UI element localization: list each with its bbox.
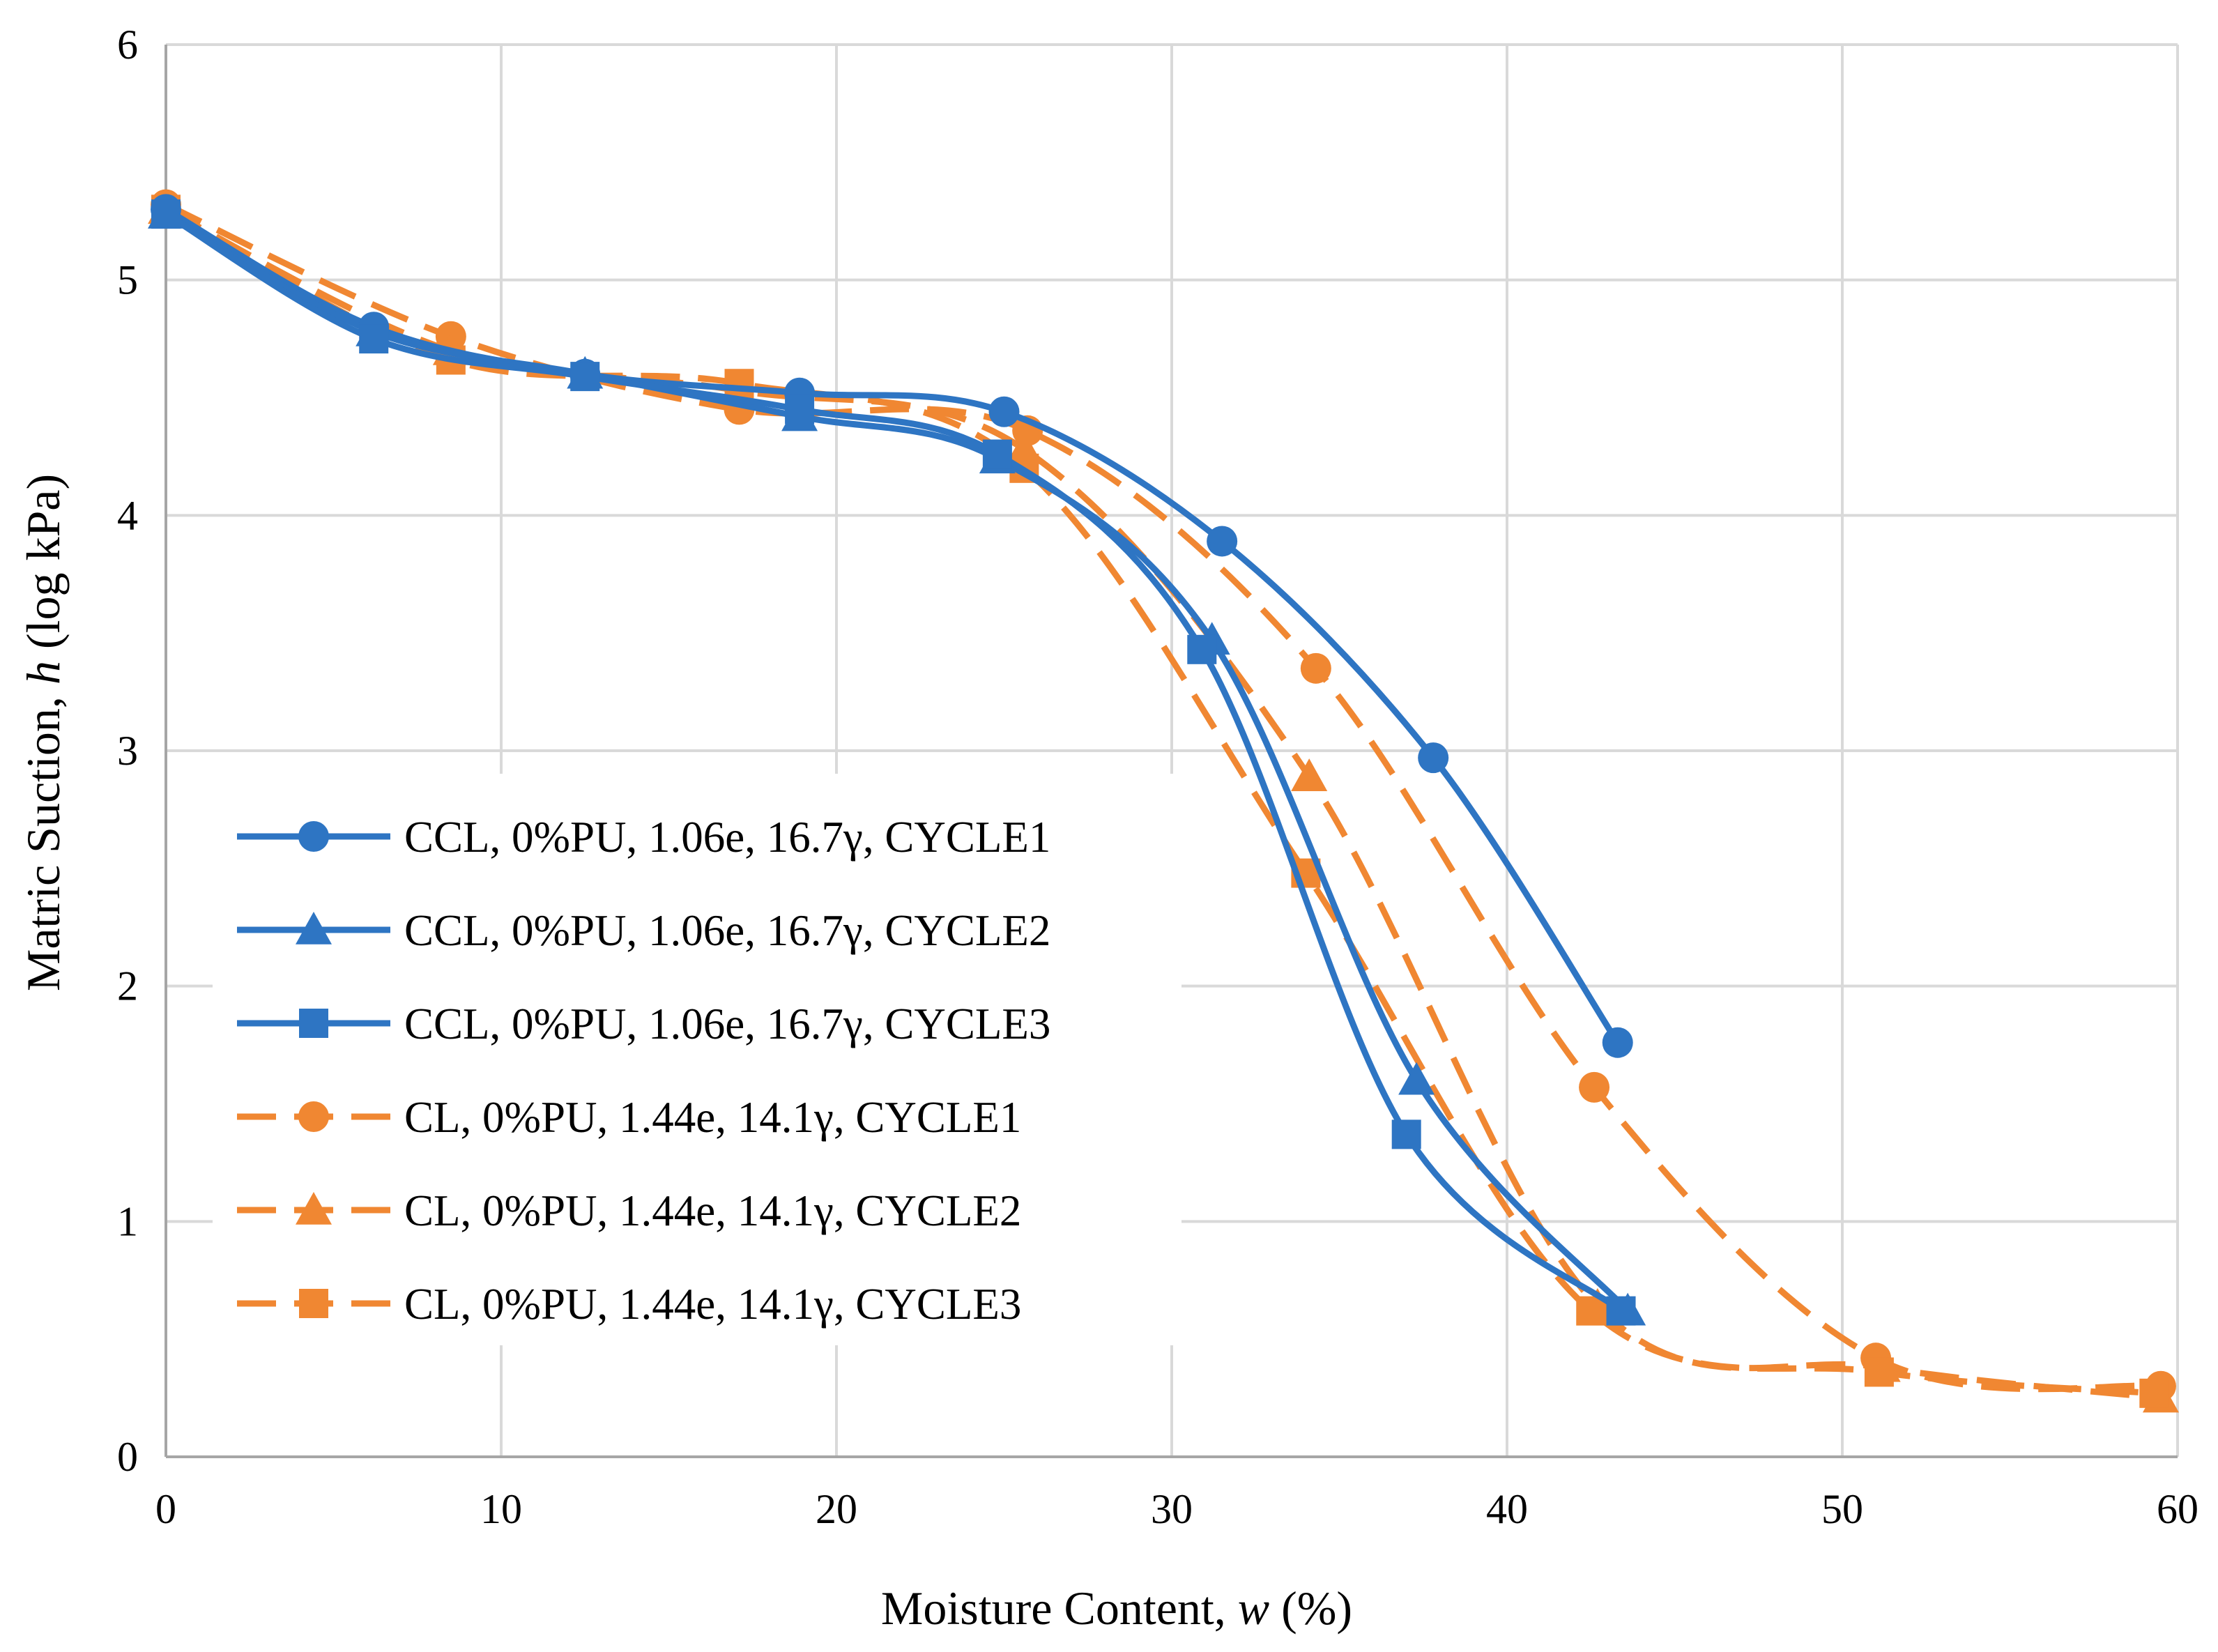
legend-marker <box>299 1009 328 1038</box>
legend-marker <box>298 1101 329 1132</box>
legend-label: CCL, 0%PU, 1.06e, 16.7γ, CYCLE3 <box>404 1000 1050 1048</box>
legend-marker <box>296 912 332 944</box>
legend-background <box>213 774 1181 1345</box>
series-line <box>162 211 1624 1315</box>
y-tick-label: 3 <box>117 728 138 774</box>
data-point <box>359 324 389 354</box>
series-line <box>165 201 2162 1393</box>
y-tick-label: 6 <box>117 22 138 68</box>
legend-marker <box>296 1192 332 1225</box>
data-point <box>1864 1357 1894 1387</box>
x-tick-label: 10 <box>480 1486 522 1532</box>
tick-labels: 0 10 20 30 40 50 60 0 1 2 3 4 5 6 <box>117 22 2198 1532</box>
legend: CCL, 0%PU, 1.06e, 16.7γ, CYCLE1 CCL, 0%PU… <box>213 774 1181 1345</box>
data-point <box>1579 1071 1610 1103</box>
data-point <box>2139 1378 2169 1408</box>
data-point <box>982 439 1012 469</box>
legend-marker <box>299 1289 328 1318</box>
axes <box>165 45 2178 1458</box>
x-axis-title: Moisture Content, w (%) <box>881 1582 1352 1635</box>
data-point <box>1602 1027 1633 1058</box>
data-point <box>1576 1296 1606 1326</box>
legend-item: CL, 0%PU, 1.44e, 14.1γ, CYCLE1 <box>237 1093 1021 1142</box>
data-point <box>1187 634 1217 664</box>
legend-label: CL, 0%PU, 1.44e, 14.1γ, CYCLE2 <box>404 1186 1021 1235</box>
legend-label: CL, 0%PU, 1.44e, 14.1γ, CYCLE1 <box>404 1093 1021 1142</box>
y-axis-title: Matric Suction, h (log kPa) <box>17 474 70 991</box>
x-tick-label: 20 <box>816 1486 857 1532</box>
x-tick-label: 50 <box>1821 1486 1863 1532</box>
data-point <box>988 396 1020 427</box>
legend-item: CL, 0%PU, 1.44e, 14.1γ, CYCLE2 <box>237 1186 1021 1235</box>
data-point <box>151 199 181 229</box>
legend-marker <box>298 821 329 852</box>
data-point <box>1391 1119 1421 1149</box>
legend-item: CL, 0%PU, 1.44e, 14.1γ, CYCLE3 <box>237 1280 1021 1329</box>
legend-item: CCL, 0%PU, 1.06e, 16.7γ, CYCLE1 <box>237 813 1050 862</box>
y-tick-label: 2 <box>117 963 138 1009</box>
x-tick-label: 40 <box>1486 1486 1528 1532</box>
series-3 <box>151 199 1636 1326</box>
data-point <box>1207 526 1238 557</box>
series-line <box>162 211 1631 1315</box>
y-tick-label: 0 <box>117 1434 138 1480</box>
legend-label: CCL, 0%PU, 1.06e, 16.7γ, CYCLE1 <box>404 813 1050 862</box>
data-point <box>1606 1296 1636 1326</box>
x-tick-label: 0 <box>155 1486 176 1532</box>
legend-item: CCL, 0%PU, 1.06e, 16.7γ, CYCLE2 <box>237 906 1050 955</box>
data-point <box>570 362 600 392</box>
legend-label: CCL, 0%PU, 1.06e, 16.7γ, CYCLE2 <box>404 906 1050 955</box>
legend-item: CCL, 0%PU, 1.06e, 16.7γ, CYCLE3 <box>237 1000 1050 1048</box>
legend-label: CL, 0%PU, 1.44e, 14.1γ, CYCLE3 <box>404 1280 1021 1329</box>
y-tick-label: 5 <box>117 257 138 303</box>
data-point <box>1398 1062 1435 1095</box>
y-tick-label: 4 <box>117 492 138 538</box>
y-tick-label: 1 <box>117 1198 138 1244</box>
data-point <box>1300 652 1331 684</box>
data-point <box>724 369 754 399</box>
data-point <box>1291 758 1328 791</box>
series-layer <box>148 189 2179 1413</box>
data-point <box>785 395 815 425</box>
x-tick-label: 30 <box>1151 1486 1193 1532</box>
data-point <box>1418 742 1449 774</box>
x-tick-label: 60 <box>2157 1486 2198 1532</box>
